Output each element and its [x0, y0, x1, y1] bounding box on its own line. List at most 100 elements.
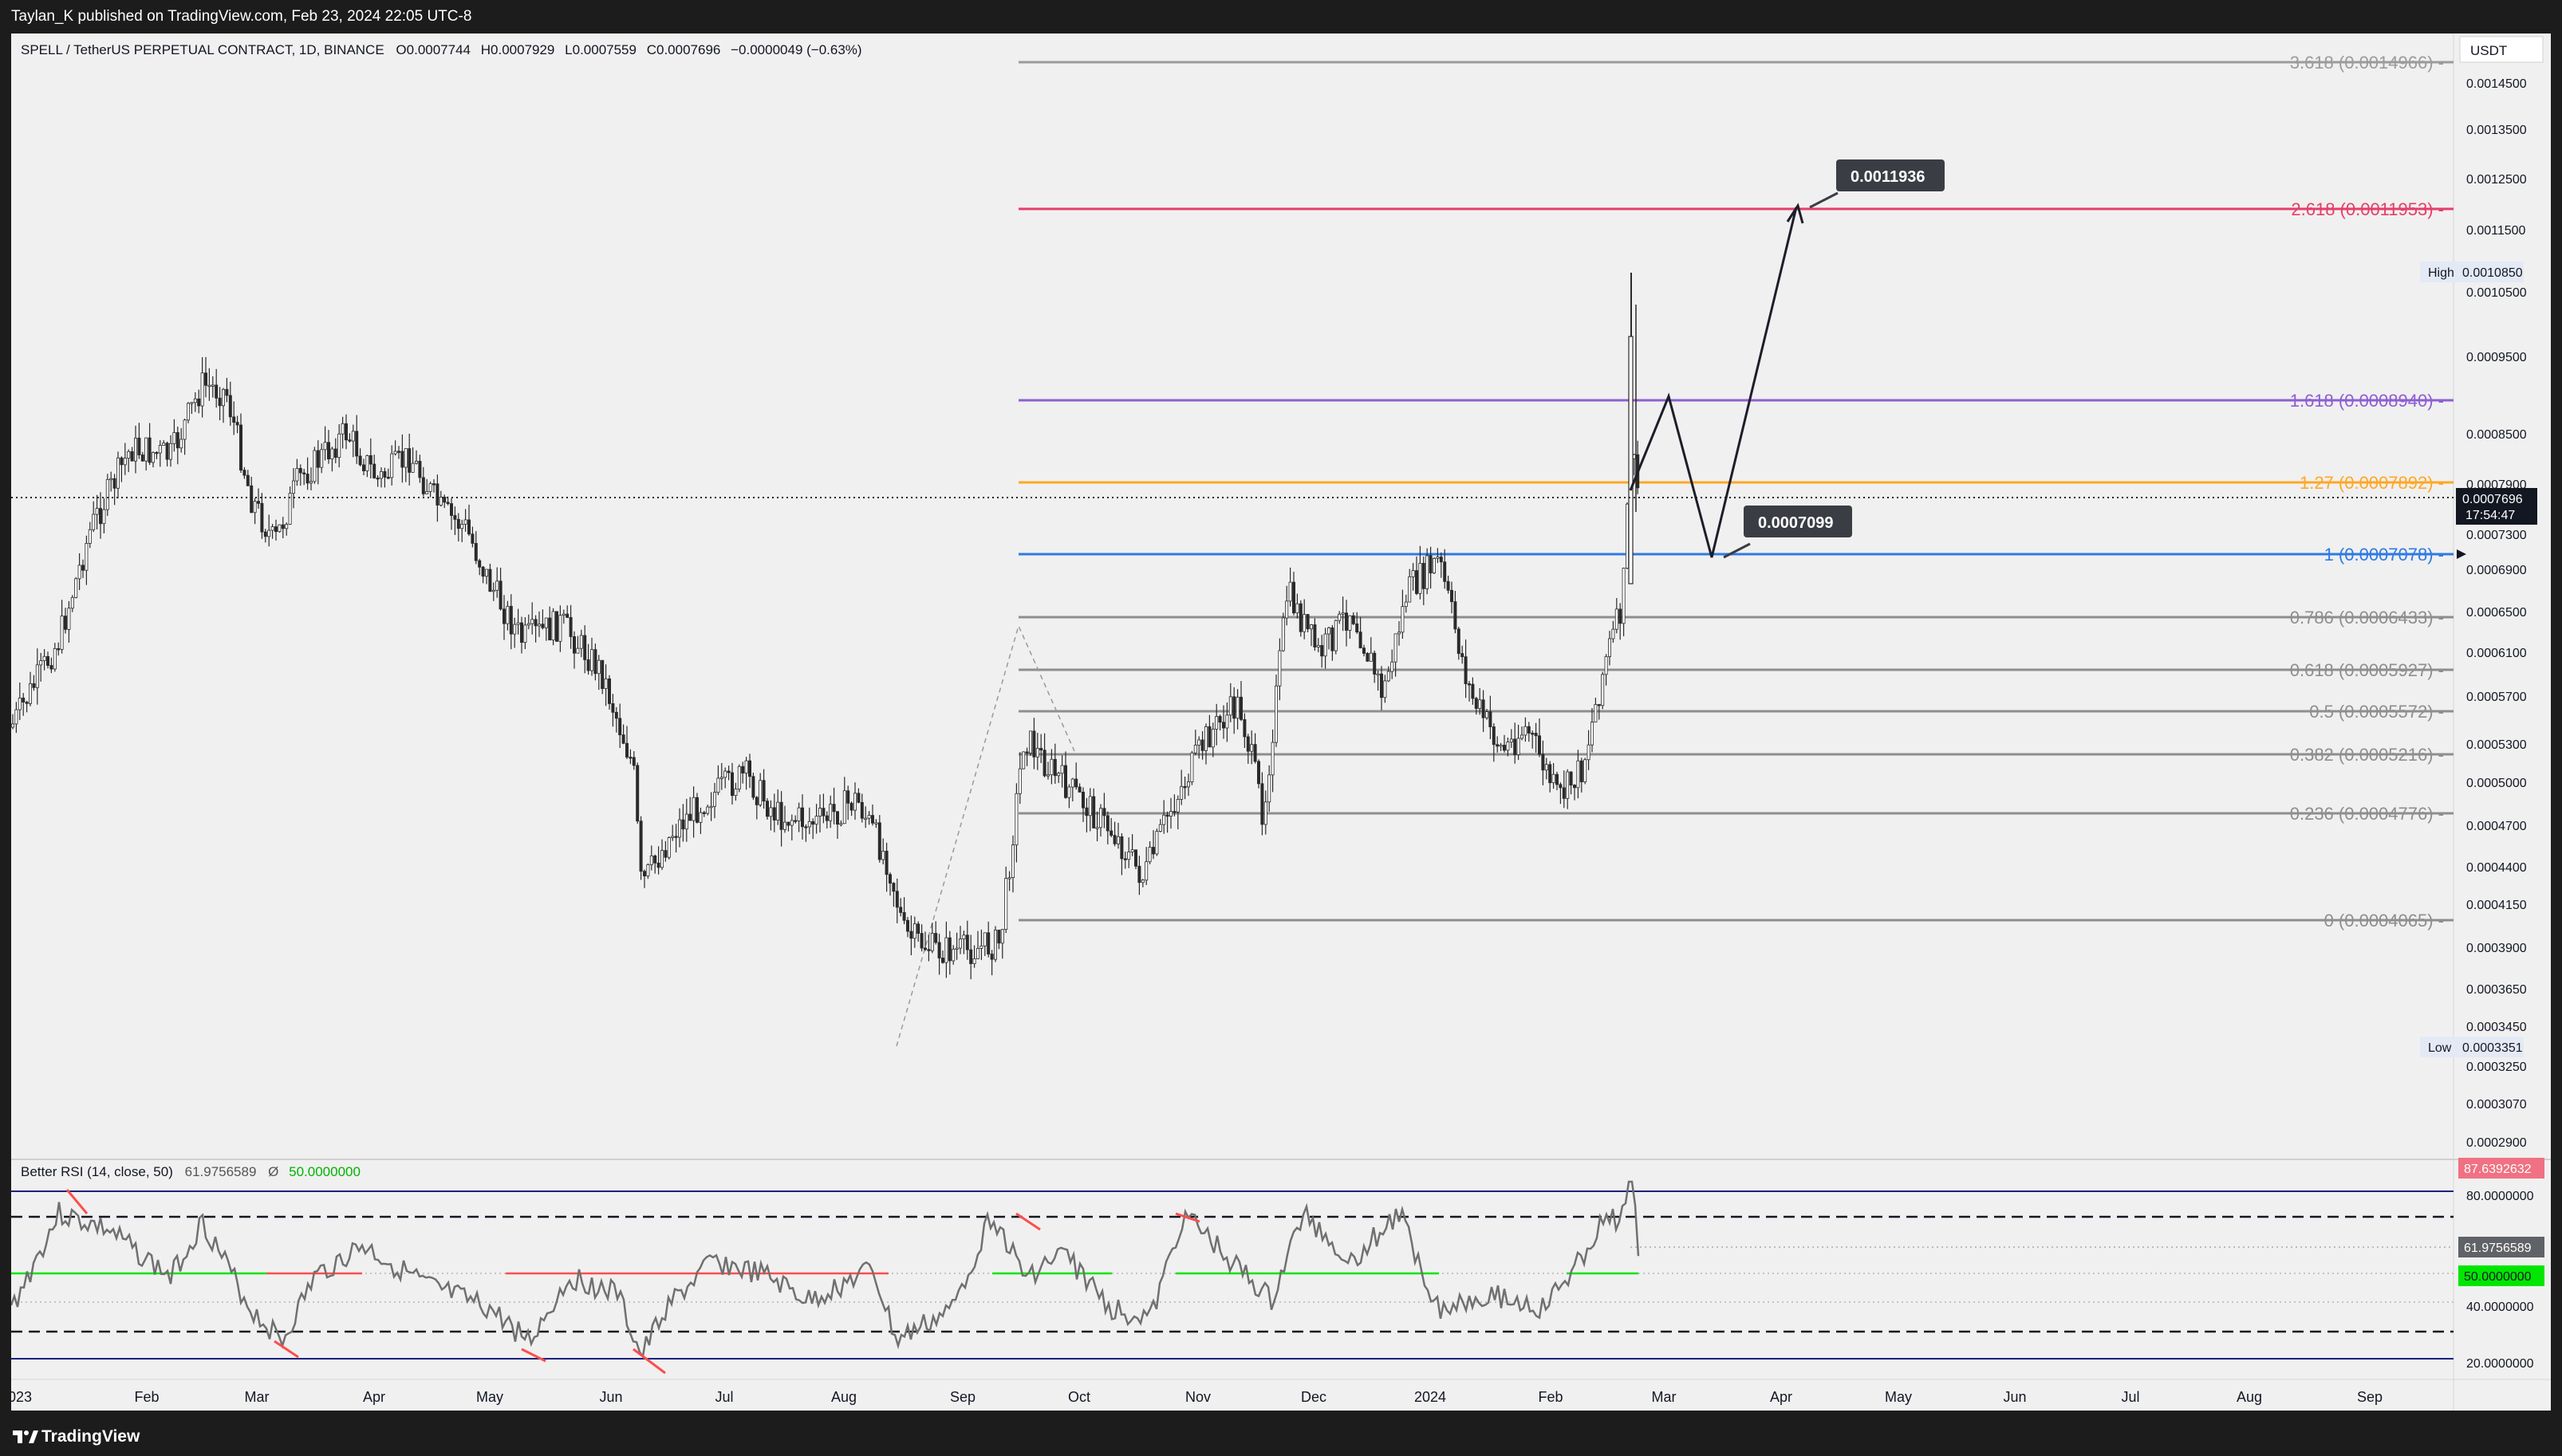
candle-body [256, 501, 260, 504]
projection-path[interactable] [1629, 207, 1798, 558]
candle-body [1488, 711, 1492, 727]
candle-body [643, 871, 647, 876]
candle-body [1148, 847, 1152, 863]
time-axis[interactable]: 2023 Feb Mar Apr May Jun Jul Aug Sep Oct Nov Dec 202… [0, 1389, 2383, 1405]
candle-body [1429, 555, 1433, 574]
candle-body [979, 945, 983, 949]
candle-body [467, 519, 471, 535]
candle-body [825, 815, 829, 821]
candle-body [790, 820, 794, 826]
candle-body [151, 451, 155, 463]
candle-body [1092, 796, 1096, 828]
candle-body [786, 821, 790, 826]
time-axis-label: Apr [363, 1389, 385, 1405]
candle-body [976, 947, 980, 959]
price-axis[interactable]: 0.0014500 0.0013500 0.0012500 0.0011500 0.00… [2466, 77, 2527, 1150]
candle-body [1102, 808, 1106, 817]
candle-body [35, 664, 39, 688]
symbol-name: SPELL / TetherUS PERPETUAL CONTRACT, 1D,… [21, 42, 384, 57]
time-axis-label: Feb [1538, 1389, 1563, 1405]
callout-support[interactable]: 0.0007099 [1723, 506, 1852, 559]
candle-body [1544, 764, 1548, 771]
candle-body [520, 622, 524, 643]
currency-box[interactable]: USDT [2459, 36, 2544, 63]
chart-canvas[interactable]: SPELL / TetherUS PERPETUAL CONTRACT, 1D,… [0, 33, 2551, 1411]
candle-body [1200, 739, 1204, 751]
candle-body [839, 823, 843, 825]
rsi-extremes [65, 1189, 1200, 1375]
projection-arrowhead [1786, 203, 1804, 224]
candle-body [1439, 557, 1443, 563]
callout-target[interactable]: 0.0011936 [1809, 159, 1945, 209]
candle-body [748, 760, 752, 777]
candle-body [1134, 849, 1138, 867]
price-tick-label: 0.0003070 [2466, 1098, 2527, 1112]
candle-body [593, 649, 597, 675]
candle-body [411, 462, 415, 473]
candle-body [1418, 563, 1422, 594]
candle-body [148, 437, 152, 463]
candle-body [811, 820, 815, 825]
candle-body [436, 483, 439, 506]
candle-body [1035, 748, 1039, 758]
candle-body [232, 416, 236, 423]
candle-body [278, 524, 282, 533]
candlestick-series [10, 273, 1640, 980]
price-tick-label: 0.0002900 [2466, 1136, 2527, 1150]
candle-body [1029, 730, 1033, 754]
fib-level-label: 0.618 (0.0005927) - [2290, 660, 2444, 680]
candle-body [221, 388, 225, 407]
candle-body [474, 543, 478, 561]
candle-body [818, 808, 822, 817]
close-label: C [647, 42, 656, 57]
candle-body [450, 503, 454, 516]
candle-body [1246, 736, 1250, 752]
candle-body [1007, 877, 1011, 880]
candle-body [1341, 612, 1345, 615]
candle-body [1197, 739, 1201, 746]
candle-body [513, 624, 517, 635]
candle-body [569, 616, 573, 637]
rsi-tick-20: 20.0000000 [2466, 1357, 2534, 1371]
candle-body [611, 703, 615, 713]
spike-candle-body [1628, 336, 1634, 584]
chart-frame[interactable]: SPELL / TetherUS PERPETUAL CONTRACT, 1D,… [0, 33, 2551, 1411]
fib-extension-tool[interactable]: 3.618 (0.0014966) - 2.618 (0.0011953) - 1.… [1019, 53, 2466, 931]
candle-body [934, 933, 938, 943]
price-tick-label: 0.0003450 [2466, 1021, 2527, 1034]
candle-body [1474, 698, 1478, 709]
candle-body [723, 770, 727, 778]
candle-body [165, 443, 169, 460]
candle-body [639, 820, 643, 872]
candle-body [18, 697, 22, 710]
tradingview-logo-icon [13, 1430, 38, 1443]
candle-body [1303, 614, 1307, 632]
last-price-value: 0.0007696 [2462, 493, 2523, 506]
candle-body [372, 463, 376, 478]
candle-body [144, 437, 148, 462]
candle-body [1070, 778, 1074, 788]
price-tick-label: 0.0010500 [2466, 286, 2527, 300]
svg-text:Better RSI (14, close, 50): Better RSI (14, close, 50) 61.9756589 Ø … [21, 1164, 361, 1179]
fib-level-label: 2.618 (0.0011953) - [2291, 199, 2444, 219]
candle-body [1225, 714, 1229, 729]
candle-body [337, 433, 341, 458]
candle-body [731, 772, 735, 797]
publish-header: Taylan_K published on TradingView.com, F… [0, 0, 2562, 32]
rsi-symbol: Ø [268, 1164, 278, 1179]
candle-body [1415, 570, 1419, 594]
candle-body [302, 472, 306, 474]
candle-body [32, 683, 36, 688]
candle-body [867, 815, 871, 819]
candle-body [28, 683, 32, 704]
fib-trend-line [896, 624, 1075, 1047]
candle-body [734, 789, 738, 797]
candle-body [1141, 880, 1145, 883]
candle-body [1222, 722, 1226, 729]
candle-body [1358, 632, 1362, 649]
candle-body [1601, 674, 1605, 706]
candle-body [305, 474, 309, 484]
time-axis-label: 2024 [1414, 1389, 1446, 1405]
candle-body [1064, 765, 1068, 798]
candle-body [562, 613, 566, 616]
